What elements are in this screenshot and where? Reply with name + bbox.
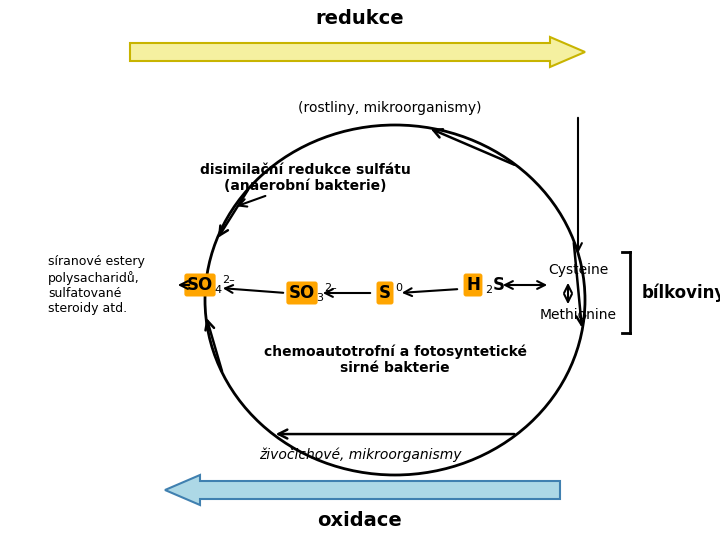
Text: 4: 4 bbox=[214, 285, 221, 295]
Text: 2–: 2– bbox=[222, 275, 235, 285]
Text: S: S bbox=[379, 284, 391, 302]
Text: Cysteine: Cysteine bbox=[548, 263, 608, 277]
Text: SO: SO bbox=[187, 276, 213, 294]
Text: SO: SO bbox=[289, 284, 315, 302]
Polygon shape bbox=[165, 475, 560, 505]
Text: H: H bbox=[466, 276, 480, 294]
Text: 2: 2 bbox=[485, 285, 492, 295]
Text: S: S bbox=[493, 276, 505, 294]
Text: 2–: 2– bbox=[324, 283, 337, 293]
Text: 3: 3 bbox=[316, 293, 323, 303]
Text: (rostliny, mikroorganismy): (rostliny, mikroorganismy) bbox=[298, 101, 482, 115]
Text: disimilační redukce sulfátu
(anaerobní bakterie): disimilační redukce sulfátu (anaerobní b… bbox=[199, 163, 410, 193]
Text: chemoautotrofní a fotosyntetické
sirné bakterie: chemoautotrofní a fotosyntetické sirné b… bbox=[264, 345, 526, 375]
Text: oxidace: oxidace bbox=[318, 510, 402, 530]
Text: bílkoviny: bílkoviny bbox=[642, 284, 720, 302]
Text: Methionine: Methionine bbox=[539, 308, 616, 322]
Text: 0: 0 bbox=[395, 283, 402, 293]
Polygon shape bbox=[130, 37, 585, 67]
Text: živočichové, mikroorganismy: živočichové, mikroorganismy bbox=[258, 448, 462, 462]
Text: redukce: redukce bbox=[315, 9, 405, 28]
Text: síranové estery
polysacharidů,
sulfatované
steroidy atd.: síranové estery polysacharidů, sulfatova… bbox=[48, 255, 145, 315]
